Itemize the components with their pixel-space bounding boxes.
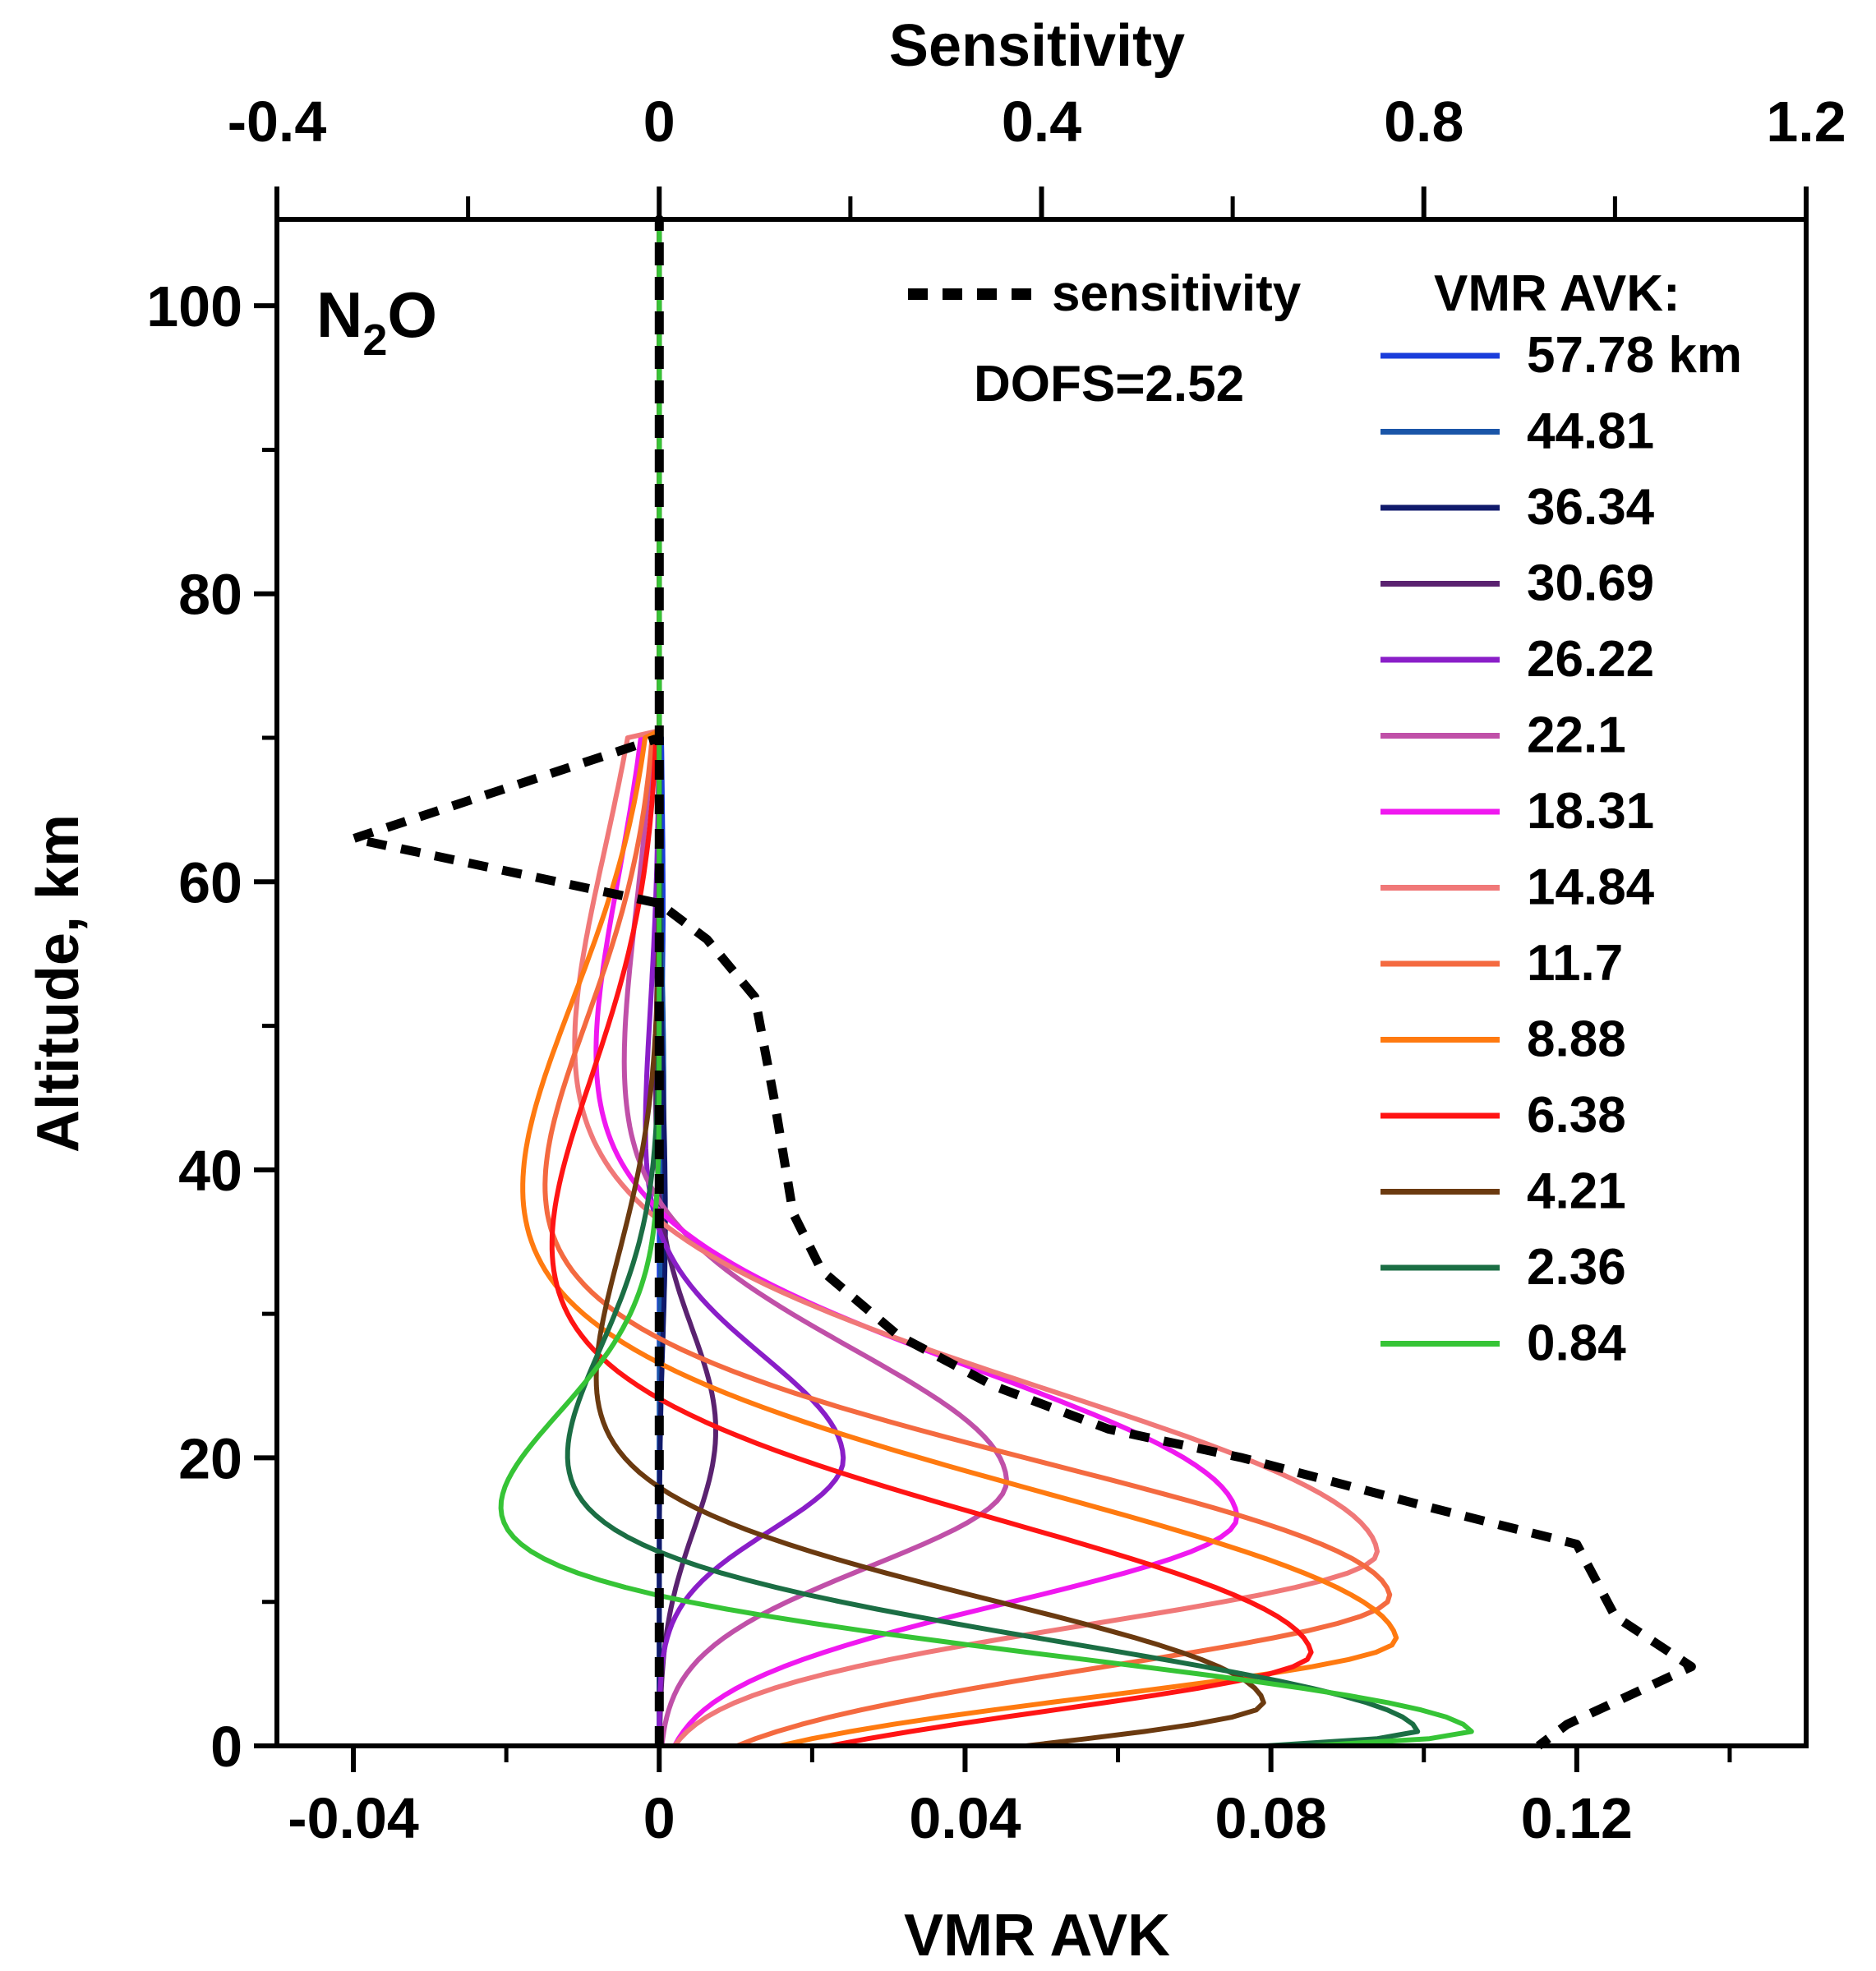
x-bottom-axis-title: VMR AVK [904, 1903, 1170, 1969]
legend-label-8: 11.7 [1527, 935, 1623, 992]
x-bottom-tick-label: 0.12 [1521, 1786, 1633, 1850]
avk-series-10 [549, 219, 1314, 1748]
avk-series-5 [621, 219, 1009, 1747]
y-tick-label: 100 [146, 274, 242, 338]
legend-label-10: 6.38 [1527, 1087, 1626, 1144]
dofs-annotation: DOFS=2.52 [974, 356, 1244, 412]
legend-label-12: 2.36 [1527, 1239, 1626, 1296]
legend-label-9: 8.88 [1527, 1011, 1626, 1068]
legend-label-1: 44.81 [1527, 403, 1654, 460]
species-tail: O [387, 279, 437, 351]
y-tick-label: 80 [178, 563, 242, 627]
x-bottom-tick-label: 0.04 [909, 1786, 1021, 1850]
y-tick-label: 20 [178, 1426, 242, 1490]
legend-label-11: 4.21 [1527, 1163, 1626, 1220]
x-top-tick-label: 0.4 [1002, 90, 1081, 154]
species-sub: 2 [362, 315, 387, 365]
y-tick-label: 60 [178, 850, 242, 914]
legend-label-2: 36.34 [1527, 479, 1655, 536]
legend-label-3: 30.69 [1527, 555, 1654, 612]
legend-sensitivity-label: sensitivity [1052, 265, 1302, 322]
legend-label-0: 57.78 km [1527, 327, 1742, 384]
x-bottom-tick-label: 0.08 [1215, 1786, 1327, 1850]
legend-label-6: 18.31 [1527, 783, 1654, 840]
species-main: N [316, 279, 362, 351]
y-axis-title: Altitude, km [25, 814, 91, 1153]
avk-series-6 [593, 219, 1240, 1748]
sensitivity-line [348, 214, 1696, 1750]
x-top-tick-label: 0.8 [1384, 90, 1463, 154]
avk-series-8 [542, 219, 1393, 1748]
legend-label-5: 22.1 [1527, 707, 1626, 764]
legend-label-13: 0.84 [1527, 1315, 1626, 1372]
legend-label-4: 26.22 [1527, 631, 1654, 688]
y-tick-label: 40 [178, 1139, 242, 1203]
ticks-layer: 0 20 40 60 80 100 -0.04 0 0.04 0.08 0.12 -0.4 0 0.4 0.… [146, 90, 1846, 1850]
species-label: N2O [316, 279, 437, 365]
x-bottom-tick-label: 0 [643, 1786, 675, 1850]
legend-title: VMR AVK: [1434, 265, 1680, 322]
curves-layer [348, 214, 1696, 1750]
legend: 57.78 km 44.81 36.34 30.69 26.22 22.1 18.31 14.… [1380, 327, 1742, 1372]
x-bottom-tick-label: -0.04 [288, 1786, 419, 1850]
x-top-tick-label: 0 [643, 90, 675, 154]
x-top-axis-title: Sensitivity [889, 13, 1185, 79]
x-top-tick-label: 1.2 [1766, 90, 1846, 154]
legend-label-7: 14.84 [1527, 859, 1655, 916]
y-tick-label: 0 [210, 1715, 242, 1779]
x-top-tick-label: -0.4 [228, 90, 327, 154]
